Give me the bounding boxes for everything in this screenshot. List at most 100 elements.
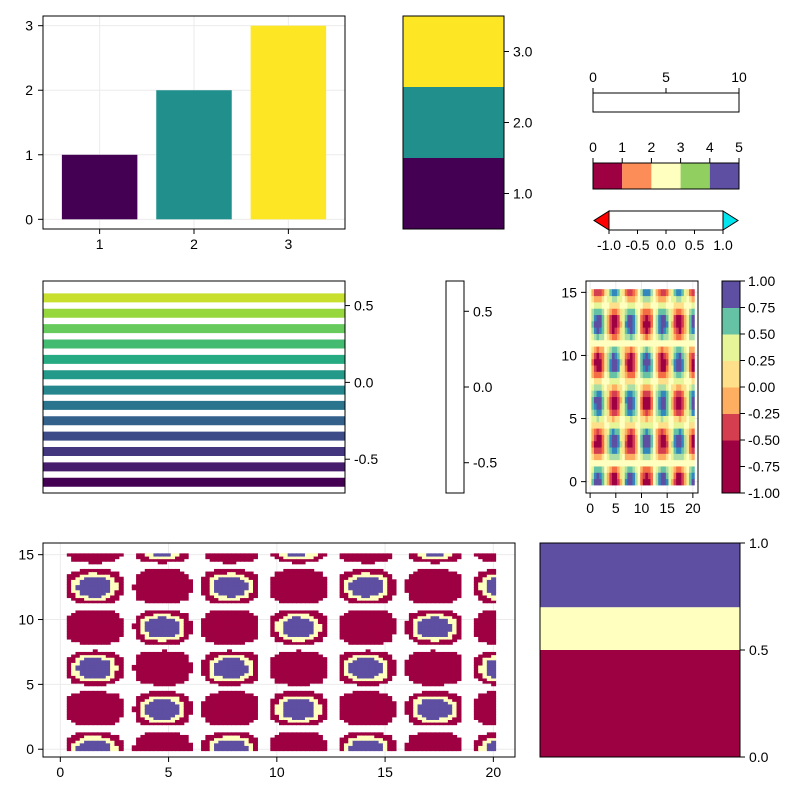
small-contour-frame xyxy=(585,280,699,494)
contour-cell xyxy=(222,620,228,625)
contour-cell xyxy=(660,465,664,473)
contour-cell xyxy=(188,703,193,708)
contour-cell xyxy=(274,576,280,580)
contour-cell xyxy=(676,453,680,461)
contour-cell xyxy=(222,636,228,640)
contour-cell xyxy=(304,701,310,705)
contour-cell xyxy=(343,555,349,560)
contour-cell xyxy=(317,680,323,684)
contour-cell xyxy=(157,709,163,713)
contour-cell xyxy=(149,636,155,640)
contour-cell xyxy=(66,664,72,669)
contour-cell xyxy=(105,638,111,643)
contour-cell xyxy=(153,568,159,573)
contour-cell xyxy=(66,672,72,676)
contour-cell xyxy=(274,594,280,599)
contour-cell xyxy=(369,574,375,578)
contour-cell xyxy=(214,571,219,575)
contour-cell xyxy=(270,615,276,619)
contour-cell xyxy=(627,333,631,341)
contour-cell xyxy=(348,696,354,700)
contour-cell xyxy=(101,592,107,596)
contour-cell xyxy=(84,597,90,601)
contour-cell xyxy=(218,633,224,637)
contour-cell xyxy=(378,636,384,640)
contour-cell xyxy=(343,670,349,674)
contour-cell xyxy=(253,618,258,622)
contour-cell xyxy=(235,677,241,682)
contour-cell xyxy=(378,592,384,596)
contour-cell xyxy=(691,472,695,480)
contour-cell xyxy=(671,289,675,297)
contour-cell xyxy=(71,693,77,697)
contour-cell xyxy=(144,571,150,575)
contour-cell xyxy=(650,440,654,448)
contour-cell xyxy=(291,670,297,674)
contour-cell xyxy=(642,320,646,328)
contour-cell xyxy=(611,402,616,410)
contour-cell xyxy=(84,714,90,718)
contour-cell xyxy=(114,740,120,744)
contour-cell xyxy=(309,706,315,710)
contour-cell xyxy=(283,579,289,583)
contour-cell xyxy=(624,371,628,379)
contour-cell xyxy=(637,478,641,486)
contour-cell xyxy=(673,396,677,404)
contour-cell xyxy=(296,651,302,656)
contour-cell xyxy=(647,453,652,461)
contour-cell xyxy=(686,472,690,480)
contour-cell xyxy=(606,421,610,429)
contour-cell xyxy=(658,377,662,385)
contour-cell xyxy=(361,568,367,573)
contour-cell xyxy=(222,654,228,658)
contour-cell xyxy=(348,672,354,676)
contour-cell xyxy=(227,737,232,741)
contour-cell xyxy=(689,396,693,404)
contour-cell xyxy=(678,415,682,423)
contour-cell xyxy=(296,745,302,749)
contour-cell xyxy=(253,659,258,663)
contour-cell xyxy=(629,459,634,467)
contour-cell xyxy=(248,636,254,640)
contour-cell xyxy=(691,421,695,429)
contour-cell xyxy=(214,711,219,715)
contour-cell xyxy=(222,721,228,726)
contour-cell xyxy=(287,553,293,557)
contour-cell xyxy=(240,633,245,637)
contour-cell xyxy=(170,716,176,720)
contour-cell xyxy=(244,610,250,614)
contour-cell xyxy=(222,711,228,715)
contour-cell xyxy=(374,581,380,586)
contour-cell xyxy=(596,377,600,385)
contour-cell xyxy=(244,600,250,604)
contour-cell xyxy=(153,638,159,643)
contour-cell xyxy=(365,672,371,676)
contour-cell xyxy=(75,571,81,575)
contour-cell xyxy=(209,633,215,637)
contour-cell xyxy=(365,664,371,669)
contour-cell xyxy=(101,558,107,562)
contour-cell xyxy=(596,434,600,442)
contour-cell xyxy=(296,610,302,614)
contour-cell xyxy=(676,308,680,316)
contour-cell xyxy=(300,698,306,702)
contour-cell xyxy=(348,721,354,726)
contour-cell xyxy=(374,693,380,697)
contour-cell xyxy=(205,742,211,746)
contour-cell xyxy=(637,377,641,385)
contour-cell xyxy=(227,561,232,565)
contour-cell xyxy=(231,690,237,695)
contour-cell xyxy=(588,358,592,366)
contour-cell xyxy=(671,308,675,316)
contour-cell xyxy=(653,320,657,328)
contour-cell xyxy=(369,589,375,593)
bar-xtick-label: 3 xyxy=(284,236,292,252)
contour-cell xyxy=(361,696,367,700)
contour-cell xyxy=(84,641,90,645)
contour-cell xyxy=(642,327,646,334)
contour-cell xyxy=(591,402,595,410)
contour-cell xyxy=(110,747,116,752)
contour-cell xyxy=(683,364,688,372)
